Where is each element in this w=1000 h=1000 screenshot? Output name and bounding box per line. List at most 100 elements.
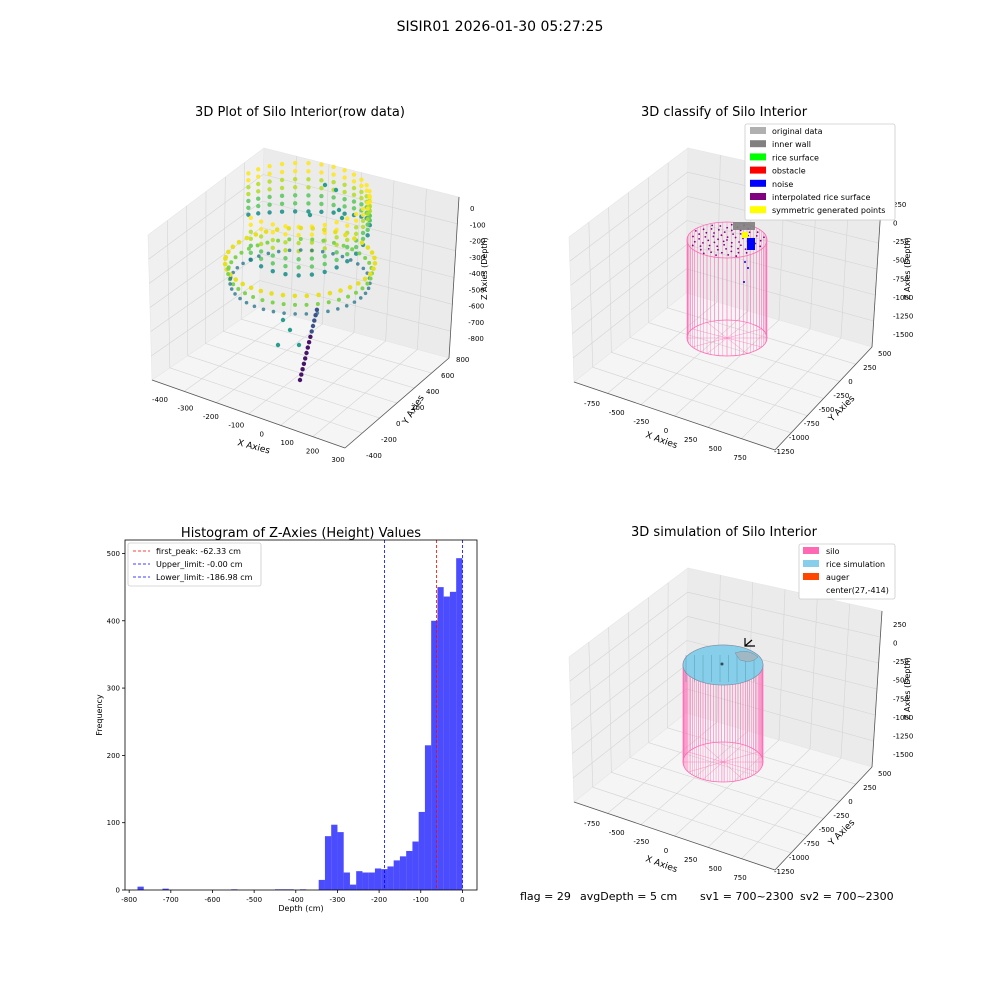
raw-data-point [279,201,285,206]
raw-data-point [319,193,324,199]
raw-data-point [365,233,370,238]
raw-data-point [248,215,254,220]
interpolated-surface-point [716,248,719,251]
raw-data-point [345,259,350,264]
interpolated-surface-point [708,244,711,247]
raw-data-point [309,272,315,277]
interpolated-surface-point [717,238,719,241]
interpolated-surface-point [722,240,725,243]
classify-plot-title: 3D classify of Silo Interior [641,105,808,120]
interpolated-surface-point [739,232,742,235]
classify-y-tick-label: 0 [848,378,852,386]
histogram-xtick-label: -100 [413,896,429,904]
raw-data-point [241,261,245,266]
raw-data-point [298,225,304,231]
raw-data-point [279,177,285,183]
raw-data-point [270,268,275,274]
raw-data-point [352,236,357,241]
raw-data-point [367,260,372,265]
raw-data-point [287,248,292,253]
raw-data-point [342,168,347,173]
histogram-title: Histogram of Z-Axies (Height) Values [181,526,421,541]
simulation-plot-zlabel: Z Axies (Depth) [903,657,912,720]
interpolated-surface-point [720,251,723,254]
raw-data-point [306,340,312,345]
raw-data-point [248,285,254,291]
interpolated-surface-point [705,231,708,234]
histogram-bar [331,824,338,890]
raw-data-point [359,195,364,201]
simulation-y-tick-label: 0 [848,798,852,806]
classify-legend-label: original data [772,127,823,136]
raw-data-point [256,174,261,179]
status-sv1: sv1 = 700~2300 [700,890,794,903]
interpolated-surface-point [737,247,739,250]
raw-data-point [306,177,311,182]
raw-data-point [226,249,231,255]
interpolated-surface-point [744,248,747,251]
raw-data-point [246,205,251,210]
simulation-legend-swatch [803,547,819,554]
raw-data-point [334,250,339,255]
interpolated-surface-point [702,228,705,231]
raw-data-point [287,237,292,242]
raw-data-point [253,232,259,237]
interpolated-surface-point [712,235,715,238]
raw-data-point [246,178,251,183]
classify-y-tick-label: -1000 [789,434,809,442]
raw-data-point [258,249,264,254]
classify-legend-frame [744,123,896,221]
raw-data-point [365,201,370,206]
raw-data-point [356,281,361,286]
raw-data-point [276,249,281,254]
raw-data-point [252,304,257,309]
raw-data-point [298,248,303,252]
raw-data-point [365,222,370,227]
classify-x-tick-label: -500 [609,409,625,417]
raw-data-point [246,184,251,190]
raw-data-point [267,171,272,177]
simulation-legend-label: auger [826,573,850,582]
interpolated-surface-point [759,239,762,242]
histogram-bar [162,888,169,890]
raw-data-point [360,212,366,218]
histogram-ytick-label: 500 [107,550,120,558]
raw-x-tick-label: 200 [306,447,319,455]
interpolated-surface-point [717,228,720,231]
raw-data-point [274,227,280,232]
raw-data-point [344,304,349,308]
raw-data-point [353,211,359,217]
simulation-legend-swatch [803,560,819,567]
classify-y-tick-label: 500 [878,350,891,358]
noise-point [743,281,745,283]
raw-data-point [313,313,318,318]
interpolated-surface-point [707,239,710,242]
raw-data-point [226,272,231,277]
raw-data-point [360,230,366,236]
raw-data-point [228,282,232,286]
raw-data-point [236,287,241,292]
raw-data-point [360,206,366,212]
raw-data-point [365,217,370,222]
raw-data-point [366,286,371,291]
raw-data-point [231,282,236,287]
raw-data-point [229,260,234,265]
raw-data-point [283,224,288,229]
raw-data-point [342,189,347,195]
interpolated-surface-point [698,237,701,240]
raw-data-point [243,291,248,296]
raw-data-point [331,240,336,245]
raw-data-point [258,256,264,262]
rice-surface-dent [734,650,759,662]
raw-data-point [248,222,254,227]
z-axis-line [448,196,460,359]
raw-data-point [270,222,275,227]
histogram-xtick-label: 0 [460,896,464,904]
interpolated-surface-point [738,241,740,243]
classify-plot-xlabel: X Axies [644,430,679,451]
raw-plot-title: 3D Plot of Silo Interior(row data) [195,105,405,120]
interpolated-surface-point [698,233,701,235]
raw-data-point [256,196,261,201]
raw-data-point [312,318,317,323]
raw-x-tick-label: -200 [203,413,219,421]
